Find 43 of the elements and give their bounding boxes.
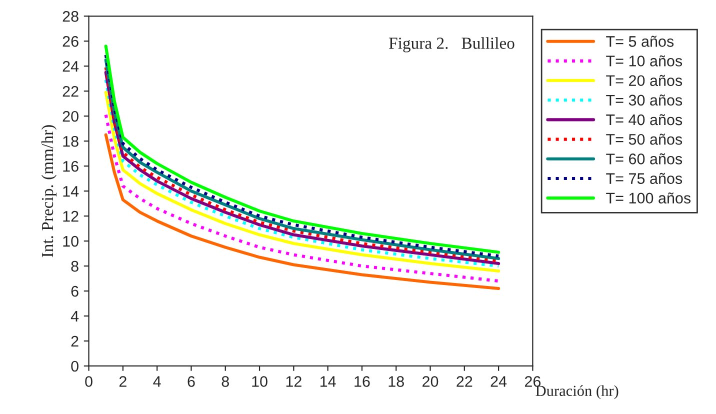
legend-label: T= 40 años <box>606 114 682 126</box>
y-tick-label: 24 <box>62 60 79 72</box>
x-tick-label: 6 <box>188 376 195 387</box>
legend-label: T= 30 años <box>606 94 682 106</box>
x-tick-label: 12 <box>286 376 302 387</box>
x-tick-label: 8 <box>222 376 229 387</box>
y-tick-label: 0 <box>71 360 78 372</box>
line-series <box>104 113 500 283</box>
annotation: Figura 2. Bullileo <box>389 37 514 52</box>
y-tick-label: 6 <box>71 286 78 297</box>
legend-label: T= 10 años <box>606 55 682 66</box>
y-tick-label: 28 <box>62 11 78 22</box>
y-tick-label: 18 <box>63 136 78 147</box>
x-tick-label: 26 <box>524 376 541 387</box>
legend-label: T= 20 años <box>606 74 682 86</box>
y-tick-label: 16 <box>63 160 78 172</box>
x-tick-label: 22 <box>456 376 472 387</box>
x-axis-title: Duración (hr) <box>536 385 618 400</box>
y-tick-label: 2 <box>71 336 78 347</box>
x-tick-label: 4 <box>153 376 161 387</box>
x-tick-label: 18 <box>388 376 404 387</box>
y-tick-label: 26 <box>62 36 78 47</box>
legend-label: T= 5 años <box>606 36 674 47</box>
y-axis-title: Int. Precip. (mm/hr) <box>41 125 57 258</box>
y-tick-label: 8 <box>71 260 78 272</box>
legend-label: T= 75 años <box>606 172 682 184</box>
x-tick-label: 24 <box>490 376 507 387</box>
y-tick-label: 10 <box>63 236 78 247</box>
x-tick-label: 14 <box>320 376 336 387</box>
x-tick-label: 2 <box>119 376 126 387</box>
line-series <box>104 133 500 290</box>
x-tick-label: 10 <box>252 376 268 387</box>
legend-label: T= 60 años <box>606 153 682 164</box>
legend-label: T= 50 años <box>606 134 682 145</box>
x-tick-label: 0 <box>85 376 92 387</box>
legend-label: T= 100 años <box>606 192 691 204</box>
x-tick-label: 16 <box>354 376 370 387</box>
x-tick-label: 20 <box>422 376 438 387</box>
y-tick-label: 20 <box>62 110 78 122</box>
y-tick-label: 14 <box>63 186 79 197</box>
y-tick-label: 22 <box>62 86 78 97</box>
y-tick-label: 4 <box>70 311 79 322</box>
y-tick-label: 12 <box>63 210 78 222</box>
